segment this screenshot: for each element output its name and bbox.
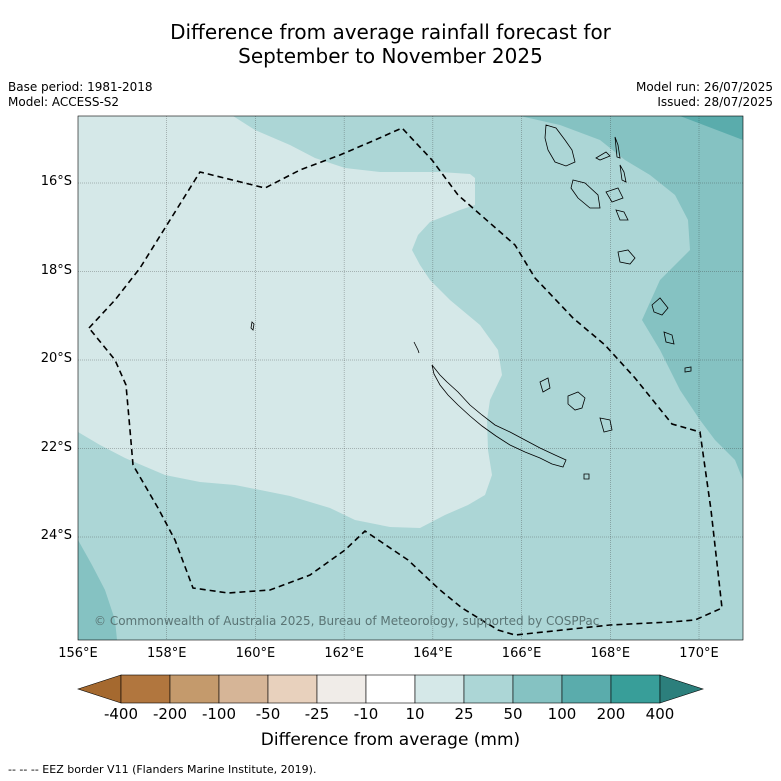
colorbar-tick-label: 25 xyxy=(454,705,474,723)
colorbar-segment xyxy=(365,674,416,704)
espiritu-santo-island xyxy=(544,124,576,167)
forecast-10-25-area xyxy=(78,116,502,528)
isle-of-pines xyxy=(583,473,590,480)
forecast-50-100-southwest xyxy=(78,540,117,640)
base-period: Base period: 1981-2018 xyxy=(8,80,153,94)
longitude-label: 158°E xyxy=(146,646,187,661)
colorbar-segment xyxy=(414,674,465,704)
colorbar-extend-low xyxy=(77,674,122,704)
colorbar-tick-label: -10 xyxy=(353,705,379,723)
model-run: Model run: 26/07/2025 xyxy=(635,80,773,94)
graticule xyxy=(78,116,743,640)
eez-border xyxy=(87,127,723,636)
latitude-label: 18°S xyxy=(40,262,72,278)
longitude-label: 164°E xyxy=(413,646,453,661)
issued-date: Issued: 28/07/2025 xyxy=(657,95,773,109)
colorbar-tick-label: -200 xyxy=(152,705,188,723)
colorbar-segment xyxy=(316,674,367,704)
longitude-label: 160°E xyxy=(235,646,276,661)
colorbar-tick-label: 50 xyxy=(503,705,523,723)
copyright-notice: © Commonwealth of Australia 2025, Bureau… xyxy=(94,614,600,628)
forecast-100-200-corner xyxy=(680,116,743,140)
colorbar-segment xyxy=(218,674,269,704)
colorbar-tick-label: 10 xyxy=(405,705,425,723)
map-plot-area xyxy=(78,116,743,640)
colorbar-tick-label: -25 xyxy=(304,705,330,723)
colorbar-segment xyxy=(120,674,171,704)
colorbar-tick-label: -400 xyxy=(103,705,139,723)
efate-island xyxy=(605,187,624,203)
colorbar-tick-label: -50 xyxy=(255,705,281,723)
latitude-label: 22°S xyxy=(40,439,72,455)
title-line-1: Difference from average rainfall forecas… xyxy=(170,20,611,44)
colorbar-segment xyxy=(610,674,661,704)
map-frame xyxy=(77,115,744,641)
chesterfield-islet xyxy=(250,321,255,331)
longitude-label: 166°E xyxy=(501,646,542,661)
tanna-island xyxy=(617,249,636,265)
longitude-label: 162°E xyxy=(324,646,364,661)
colorbar-tick-label: 400 xyxy=(645,705,675,723)
colorbar-tick-label: 200 xyxy=(596,705,626,723)
lifou-island xyxy=(567,391,586,411)
eez-footnote: -- -- -- EEZ border V11 (Flanders Marine… xyxy=(8,763,317,776)
meta-left: Base period: 1981-2018 Model: ACCESS-S2 xyxy=(8,80,153,110)
longitude-label: 170°E xyxy=(679,646,719,661)
colorbar-title: Difference from average (mm) xyxy=(260,730,521,750)
map-title: Difference from average rainfall forecas… xyxy=(0,20,781,68)
erromango-island xyxy=(615,209,629,221)
colorbar-tick-label: 100 xyxy=(547,705,577,723)
ambae-island xyxy=(595,151,611,161)
longitude-label: 168°E xyxy=(590,646,631,661)
ouvea-island xyxy=(539,377,551,393)
colorbar-segments xyxy=(77,674,704,704)
title-line-2: September to November 2025 xyxy=(238,44,543,68)
matthew-hunter-islets xyxy=(651,297,669,316)
new-caledonia-island xyxy=(431,364,567,468)
walpole-islet xyxy=(684,366,692,373)
coastlines xyxy=(250,124,692,480)
mare-island xyxy=(599,417,613,433)
colorbar-segment xyxy=(267,674,318,704)
latitude-label: 20°S xyxy=(40,351,72,366)
latitude-label: 16°S xyxy=(40,174,72,189)
colorbar-segment xyxy=(512,674,563,704)
colorbar-segment xyxy=(561,674,612,704)
colorbar-extend-high xyxy=(659,674,704,704)
malekula-island xyxy=(570,179,601,209)
loyalty-east-islet xyxy=(663,331,675,345)
pentecost-island xyxy=(619,164,627,183)
colorbar-segment xyxy=(169,674,220,704)
meta-right: Model run: 26/07/2025 Issued: 28/07/2025 xyxy=(636,80,773,110)
colorbar-tick-label: -100 xyxy=(201,705,237,723)
longitude-label: 156°E xyxy=(58,646,98,661)
forecast-50-100-east xyxy=(520,116,743,480)
maewo-island xyxy=(614,136,621,159)
model-name: Model: ACCESS-S2 xyxy=(8,95,120,109)
colorbar-segment xyxy=(463,674,514,704)
latitude-label: 24°S xyxy=(40,528,72,543)
belep-islets xyxy=(413,341,420,354)
